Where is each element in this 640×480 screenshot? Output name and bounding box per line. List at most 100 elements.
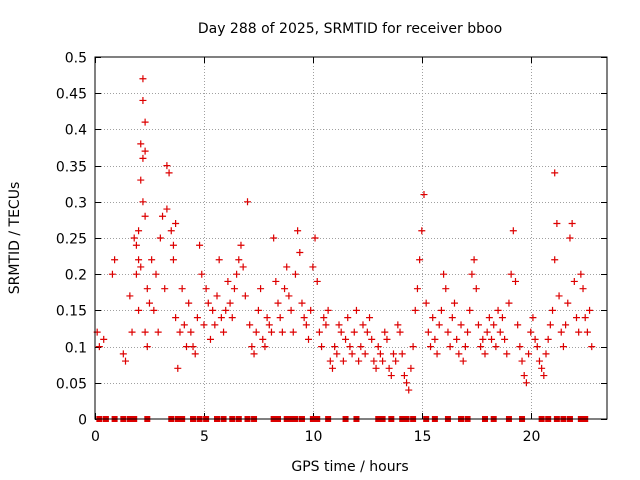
data-point — [165, 169, 173, 177]
data-point — [355, 357, 363, 365]
data-point — [128, 328, 136, 336]
data-point — [126, 292, 134, 300]
data-point — [444, 328, 452, 336]
data-point — [527, 328, 535, 336]
data-point — [169, 256, 177, 264]
data-point — [278, 328, 286, 336]
data-point — [420, 191, 428, 199]
data-point — [294, 227, 302, 235]
data-point — [95, 343, 103, 351]
data-point — [254, 306, 262, 314]
data-point — [516, 343, 524, 351]
y-tick-label: 0.25 — [56, 232, 87, 248]
data-point — [357, 343, 365, 351]
data-point — [139, 198, 147, 206]
data-point — [352, 306, 360, 314]
data-point — [376, 350, 384, 358]
data-point — [172, 220, 180, 228]
y-tick-label: 0.3 — [65, 196, 87, 212]
data-point — [342, 335, 350, 343]
data-point — [159, 212, 167, 220]
data-point — [154, 328, 162, 336]
data-point — [396, 328, 404, 336]
data-point — [311, 234, 319, 242]
data-point — [361, 350, 369, 358]
data-point — [111, 256, 119, 264]
data-point — [459, 357, 467, 365]
data-point — [318, 343, 326, 351]
data-point — [424, 328, 432, 336]
data-point — [270, 234, 278, 242]
data-point — [372, 364, 380, 372]
data-point — [139, 96, 147, 104]
data-point — [315, 328, 323, 336]
data-point — [564, 299, 572, 307]
data-point — [507, 270, 515, 278]
data-point — [198, 270, 206, 278]
data-point — [557, 328, 565, 336]
data-point — [281, 285, 289, 293]
data-point — [172, 314, 180, 322]
y-tick-label: 0.4 — [65, 123, 87, 139]
data-point — [148, 256, 156, 264]
data-point — [442, 285, 450, 293]
data-point — [540, 372, 548, 380]
data-point — [474, 321, 482, 329]
data-point — [586, 306, 594, 314]
data-point — [174, 364, 182, 372]
data-point — [348, 350, 356, 358]
data-point — [385, 364, 393, 372]
data-point — [427, 343, 435, 351]
y-axis-label: SRMTID / TECUs — [7, 182, 23, 295]
data-point — [416, 256, 424, 264]
data-point — [252, 328, 260, 336]
x-axis-label: GPS time / hours — [291, 459, 408, 475]
data-point — [204, 299, 212, 307]
data-point — [588, 343, 596, 351]
data-point — [143, 343, 151, 351]
data-point — [490, 321, 498, 329]
data-point — [555, 292, 563, 300]
chart-title: Day 288 of 2025, SRMTID for receiver bbo… — [198, 21, 502, 37]
data-point — [215, 256, 223, 264]
data-point — [132, 241, 140, 249]
data-point — [551, 169, 559, 177]
data-point — [326, 357, 334, 365]
data-point — [503, 350, 511, 358]
data-point — [468, 270, 476, 278]
data-point — [141, 118, 149, 126]
data-point — [137, 140, 145, 148]
data-point — [246, 321, 254, 329]
data-point — [239, 263, 247, 271]
data-point — [538, 364, 546, 372]
data-point — [553, 220, 561, 228]
data-point — [250, 350, 258, 358]
data-point — [141, 328, 149, 336]
data-point — [479, 335, 487, 343]
data-point — [137, 263, 145, 271]
data-point — [244, 198, 252, 206]
data-point — [368, 335, 376, 343]
data-point — [328, 364, 336, 372]
data-point — [485, 314, 493, 322]
data-point — [119, 350, 127, 358]
data-point — [505, 299, 513, 307]
data-point — [169, 241, 177, 249]
y-tick-label: 0.45 — [56, 87, 87, 103]
data-point — [511, 277, 519, 285]
data-point — [322, 321, 330, 329]
data-point — [222, 306, 230, 314]
data-point — [381, 328, 389, 336]
data-point — [461, 343, 469, 351]
data-point — [163, 205, 171, 213]
data-point — [307, 306, 315, 314]
data-point — [333, 350, 341, 358]
data-point — [289, 328, 297, 336]
data-point — [335, 321, 343, 329]
data-point — [501, 335, 509, 343]
data-point — [100, 335, 108, 343]
data-point — [577, 270, 585, 278]
data-point — [535, 357, 543, 365]
data-point — [498, 314, 506, 322]
data-point — [211, 321, 219, 329]
